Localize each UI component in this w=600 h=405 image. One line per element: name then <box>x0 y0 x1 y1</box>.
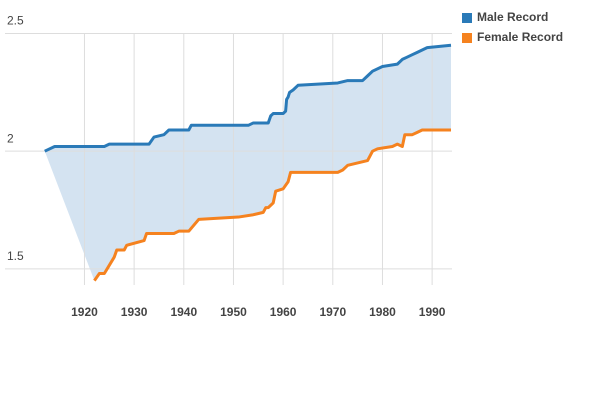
y-tick-label: 1.5 <box>7 249 24 263</box>
x-tick-label: 1920 <box>71 305 98 319</box>
x-tick-label: 1940 <box>170 305 197 319</box>
y-tick-label: 2.5 <box>7 14 24 28</box>
legend-swatch <box>462 33 472 43</box>
legend-label: Female Record <box>477 30 563 44</box>
x-tick-label: 1960 <box>270 305 297 319</box>
x-tick-label: 1950 <box>220 305 247 319</box>
x-tick-label: 1930 <box>121 305 148 319</box>
series-line <box>93 128 452 282</box>
x-tick-label: 1980 <box>369 305 396 319</box>
range-area <box>44 45 452 281</box>
legend-swatch <box>462 13 472 23</box>
series-line <box>44 43 452 153</box>
legend-label: Male Record <box>477 10 548 24</box>
y-tick-label: 2 <box>7 131 14 145</box>
x-tick-label: 1970 <box>319 305 346 319</box>
x-tick-label: 1990 <box>419 305 446 319</box>
